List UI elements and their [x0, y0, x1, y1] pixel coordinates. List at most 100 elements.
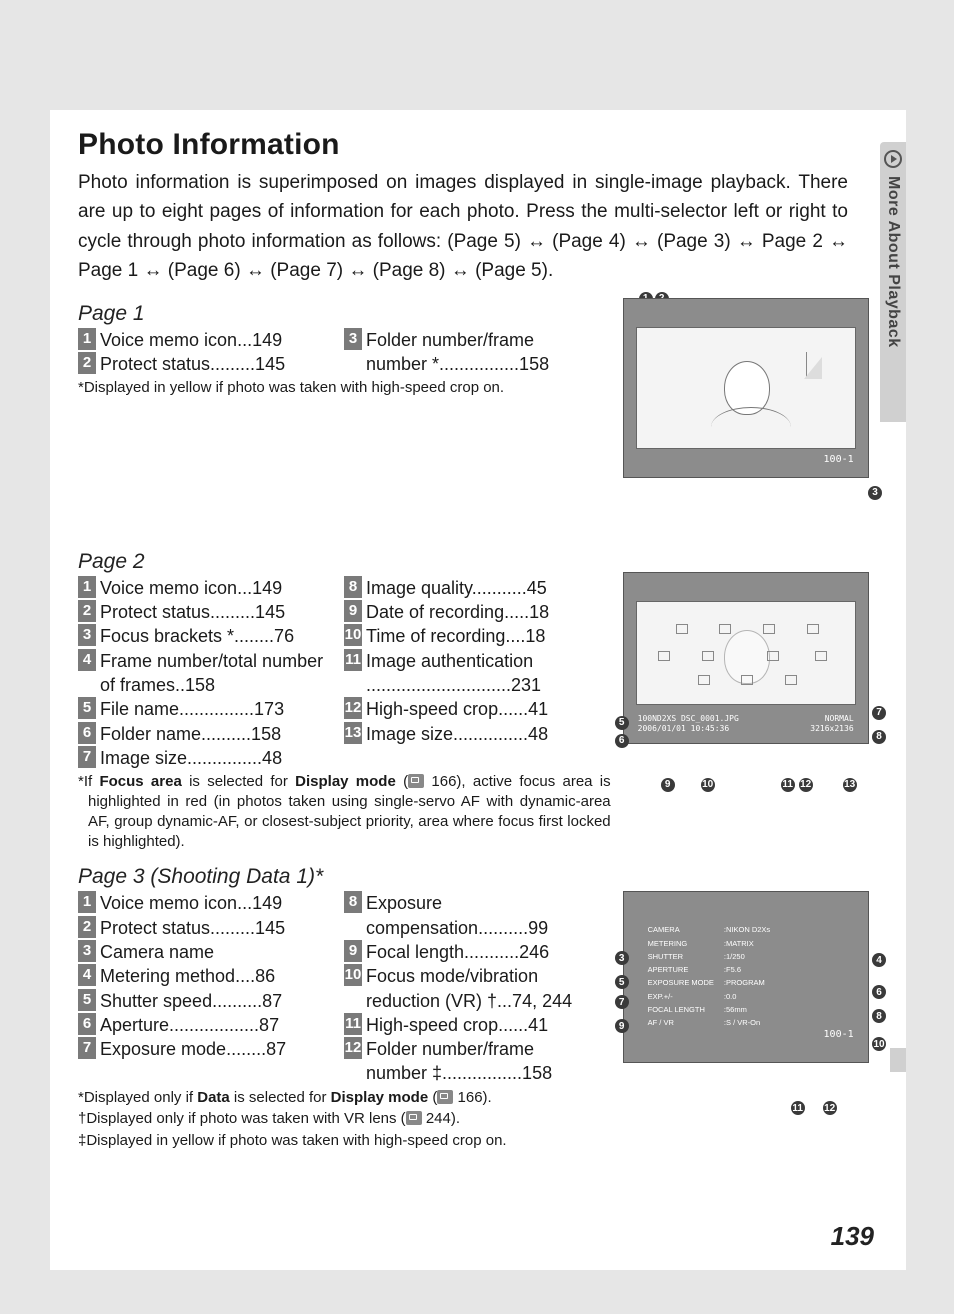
callout-5: 5: [615, 975, 629, 989]
page1-footnotes: *Displayed in yellow if photo was taken …: [78, 378, 611, 398]
callout-13: 13: [843, 778, 857, 792]
af-points: [637, 602, 855, 704]
index-text: Time of recording....18: [366, 624, 598, 648]
index-number: 12: [344, 1037, 362, 1059]
index-number: 4: [78, 649, 96, 671]
index-item: 8Image quality...........45: [344, 576, 598, 600]
index-number: 6: [78, 1013, 96, 1035]
index-text: High-speed crop......41: [366, 697, 598, 721]
callout-10: 10: [701, 778, 715, 792]
footnote: *Displayed in yellow if photo was taken …: [78, 378, 611, 398]
index-text: Aperture..................87: [100, 1013, 332, 1037]
index-number: 8: [344, 891, 362, 913]
callout-7: 7: [872, 706, 886, 720]
page2-list-left: 1Voice memo icon...1492Protect status...…: [78, 576, 332, 770]
manual-page: More About Playback Photo Information Ph…: [50, 50, 906, 1270]
portrait-sketch: [637, 328, 855, 448]
callout-10: 10: [872, 1037, 886, 1051]
index-item: 5File name...............173: [78, 697, 332, 721]
index-number: 12: [344, 697, 362, 719]
index-item: 11High-speed crop......41: [344, 1013, 598, 1037]
diag2-datetime: 2006/01/01 10:45:36: [638, 724, 730, 733]
playback-icon: [884, 150, 902, 168]
index-item: 3Folder number/frame number *...........…: [344, 328, 598, 377]
diagram-page3: CAMERA:NIKON D2XsMETERING:MATRIXSHUTTER:…: [623, 891, 869, 1063]
index-text: Voice memo icon...149: [100, 891, 332, 915]
index-number: 6: [78, 722, 96, 744]
diag2-filename: 100ND2XS DSC_0001.JPG: [638, 714, 739, 723]
page-title: Photo Information: [78, 128, 878, 162]
index-item: 11Image authentication .................…: [344, 649, 598, 698]
index-item: 12Folder number/frame number ‡..........…: [344, 1037, 598, 1086]
diag3-frame-label: 100-1: [824, 1029, 854, 1040]
index-text: Focus mode/vibration reduction (VR) †...…: [366, 964, 598, 1013]
page2-footnotes: *If Focus area is selected for Display m…: [78, 772, 611, 851]
callout-8: 8: [872, 730, 886, 744]
index-item: 3Camera name: [78, 940, 332, 964]
index-number: 5: [78, 697, 96, 719]
top-gray-band: [50, 50, 906, 110]
index-number: 2: [78, 916, 96, 938]
index-item: 12High-speed crop......41: [344, 697, 598, 721]
index-item: 4Metering method....86: [78, 964, 332, 988]
diag2-quality: NORMAL: [825, 714, 854, 723]
callout-9: 9: [661, 778, 675, 792]
index-item: 1Voice memo icon...149: [78, 328, 332, 352]
callout-6: 6: [872, 985, 886, 999]
footnote: *Displayed only if Data is selected for …: [78, 1088, 611, 1108]
index-number: 9: [344, 600, 362, 622]
diagram-page2: 100ND2XS DSC_0001.JPG 2006/01/01 10:45:3…: [623, 572, 869, 744]
index-text: Folder name..........158: [100, 722, 332, 746]
index-text: Date of recording.....18: [366, 600, 598, 624]
index-number: 3: [78, 624, 96, 646]
manual-ref-icon: [406, 1111, 422, 1125]
section-page1-title: Page 1: [78, 302, 611, 326]
diag2-size: 3216x2136: [810, 724, 853, 733]
index-item: 4Frame number/total number of frames..15…: [78, 649, 332, 698]
index-number: 7: [78, 1037, 96, 1059]
callout-9: 9: [615, 1019, 629, 1033]
page2-list-right: 8Image quality...........459Date of reco…: [344, 576, 598, 770]
index-text: Image size...............48: [100, 746, 332, 770]
index-item: 7Exposure mode........87: [78, 1037, 332, 1061]
index-item: 9Focal length...........246: [344, 940, 598, 964]
callout-12: 12: [823, 1101, 837, 1115]
index-item: 2Protect status.........145: [78, 916, 332, 940]
index-item: 10Time of recording....18: [344, 624, 598, 648]
callout-11: 11: [781, 778, 795, 792]
page3-footnotes: *Displayed only if Data is selected for …: [78, 1088, 611, 1151]
intro-paragraph: Photo information is superimposed on ima…: [78, 168, 878, 286]
index-text: Protect status.........145: [100, 916, 332, 940]
index-item: 9Date of recording.....18: [344, 600, 598, 624]
index-number: 11: [344, 1013, 362, 1035]
diagram-page1: 100-1: [623, 298, 869, 478]
index-number: 1: [78, 328, 96, 350]
index-text: Voice memo icon...149: [100, 328, 332, 352]
page1-list-left: 1Voice memo icon...1492Protect status...…: [78, 328, 332, 377]
index-item: 2Protect status.........145: [78, 352, 332, 376]
index-number: 5: [78, 989, 96, 1011]
callout-6: 6: [615, 734, 629, 748]
diag1-frame-label: 100-1: [824, 454, 854, 465]
index-text: Image quality...........45: [366, 576, 598, 600]
index-number: 1: [78, 576, 96, 598]
index-item: 6Aperture..................87: [78, 1013, 332, 1037]
index-item: 2Protect status.........145: [78, 600, 332, 624]
index-number: 9: [344, 940, 362, 962]
index-number: 2: [78, 352, 96, 374]
index-number: 1: [78, 891, 96, 913]
index-text: Exposure compensation..........99: [366, 891, 598, 940]
callout-11: 11: [791, 1101, 805, 1115]
callout-4: 4: [872, 953, 886, 967]
index-text: High-speed crop......41: [366, 1013, 598, 1037]
callout-12: 12: [799, 778, 813, 792]
index-text: Focal length...........246: [366, 940, 598, 964]
index-text: Folder number/frame number *............…: [366, 328, 598, 377]
index-marker: [890, 1048, 906, 1072]
index-number: 4: [78, 964, 96, 986]
section-page2-title: Page 2: [78, 550, 611, 574]
index-number: 13: [344, 722, 362, 744]
index-text: Folder number/frame number ‡............…: [366, 1037, 598, 1086]
callout-8: 8: [872, 1009, 886, 1023]
index-item: 3Focus brackets *........76: [78, 624, 332, 648]
